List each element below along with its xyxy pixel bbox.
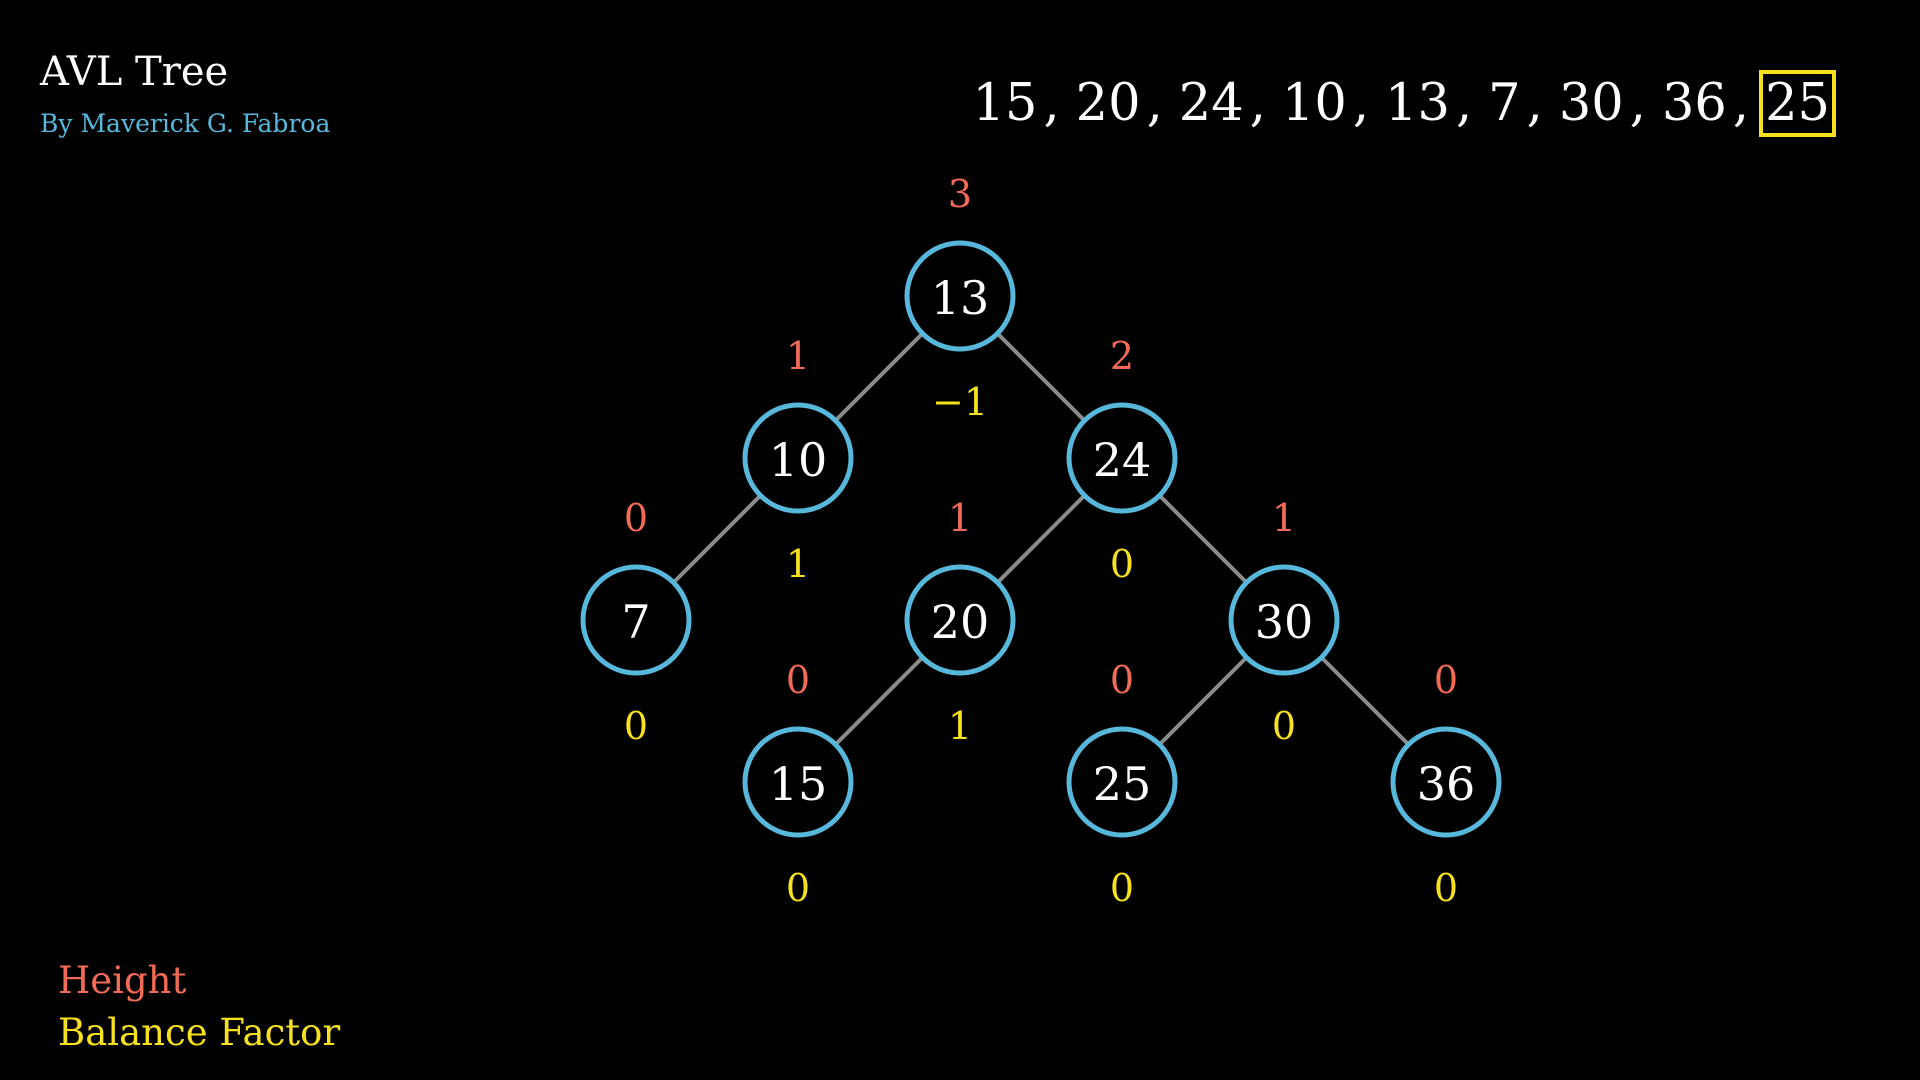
node-circle — [904, 240, 1016, 352]
node-value: 24 — [1093, 433, 1152, 487]
sequence-item: 10, — [1276, 70, 1379, 137]
insertion-sequence: 15, 20, 24, 10, 13, 7, 30, 36, 25 — [967, 70, 1836, 137]
node-height: 1 — [1272, 496, 1296, 540]
sequence-separator: , — [1043, 74, 1060, 133]
tree-edge — [1158, 656, 1248, 746]
node-balance-factor: 0 — [1272, 704, 1296, 748]
node-balance-factor: 0 — [1110, 542, 1134, 586]
node-circle — [742, 726, 854, 838]
node-balance-factor: 0 — [624, 704, 648, 748]
sequence-separator: , — [1249, 74, 1266, 133]
sequence-separator: , — [1629, 74, 1646, 133]
sequence-item: 20, — [1070, 70, 1173, 137]
sequence-current-value: 25 — [1759, 70, 1836, 137]
node-balance-factor: 1 — [786, 542, 810, 586]
sequence-item: 24, — [1173, 70, 1276, 137]
node-value: 10 — [769, 433, 828, 487]
sequence-item: 36, — [1656, 70, 1759, 137]
tree-node-13: 13 3 −1 — [904, 172, 1016, 424]
page-title: AVL Tree — [40, 49, 229, 95]
author-credit: By Maverick G. Fabroa — [40, 109, 331, 138]
sequence-item: 25 — [1759, 70, 1836, 137]
node-value: 15 — [769, 757, 828, 811]
node-height: 0 — [1110, 658, 1134, 702]
sequence-separator: , — [1352, 74, 1370, 133]
sequence-value: 15 — [972, 74, 1038, 133]
tree-edges — [672, 332, 1410, 746]
node-circle — [904, 564, 1016, 676]
node-balance-factor: 0 — [1110, 866, 1134, 910]
tree-edge — [834, 332, 924, 422]
node-height: 1 — [786, 334, 810, 378]
tree-node-30: 30 1 0 — [1228, 496, 1340, 748]
tree-edge — [996, 494, 1086, 584]
sequence-item: 13, — [1379, 70, 1482, 137]
sequence-value: 24 — [1178, 74, 1244, 133]
node-value: 36 — [1417, 757, 1476, 811]
tree-node-25: 25 0 0 — [1066, 658, 1178, 910]
node-circle — [1066, 402, 1178, 514]
node-circle — [580, 564, 692, 676]
legend: Height Balance Factor — [58, 955, 340, 1059]
node-balance-factor: 0 — [1434, 866, 1458, 910]
node-height: 0 — [624, 496, 648, 540]
node-circle — [742, 402, 854, 514]
sequence-item: 30, — [1553, 70, 1656, 137]
sequence-value: 20 — [1075, 74, 1141, 133]
sequence-value: 30 — [1558, 74, 1624, 133]
node-height: 0 — [786, 658, 810, 702]
tree-edge — [672, 494, 762, 584]
sequence-item: 7, — [1482, 70, 1553, 137]
tree-node-7: 7 0 0 — [580, 496, 692, 748]
tree-edge — [1158, 494, 1248, 584]
node-value: 7 — [621, 595, 650, 649]
tree-node-36: 36 0 0 — [1390, 658, 1502, 910]
node-value: 30 — [1255, 595, 1314, 649]
node-circle — [1390, 726, 1502, 838]
node-value: 13 — [931, 271, 990, 325]
sequence-separator: , — [1455, 74, 1473, 133]
node-height: 2 — [1110, 334, 1134, 378]
sequence-item: 15, — [967, 70, 1070, 137]
node-circle — [1228, 564, 1340, 676]
tree-edge — [1320, 656, 1410, 746]
node-balance-factor: 0 — [786, 866, 810, 910]
tree-node-24: 24 2 0 — [1066, 334, 1178, 586]
tree-edge — [834, 656, 924, 746]
tree-node-10: 10 1 1 — [742, 334, 854, 586]
sequence-value: 7 — [1488, 74, 1521, 133]
sequence-value: 36 — [1661, 74, 1727, 133]
sequence-separator: , — [1526, 74, 1543, 133]
node-height: 0 — [1434, 658, 1458, 702]
node-circle — [1066, 726, 1178, 838]
node-height: 1 — [948, 496, 972, 540]
legend-height: Height — [58, 959, 187, 1002]
node-balance-factor: −1 — [932, 380, 988, 424]
node-height: 3 — [948, 172, 972, 216]
sequence-value: 10 — [1281, 74, 1347, 133]
node-balance-factor: 1 — [948, 704, 972, 748]
node-value: 20 — [931, 595, 990, 649]
tree-edge — [996, 332, 1086, 422]
sequence-separator: , — [1732, 74, 1750, 133]
sequence-separator: , — [1146, 74, 1163, 133]
legend-balance-factor: Balance Factor — [58, 1011, 341, 1054]
node-value: 25 — [1093, 757, 1152, 811]
sequence-value: 13 — [1385, 74, 1450, 133]
